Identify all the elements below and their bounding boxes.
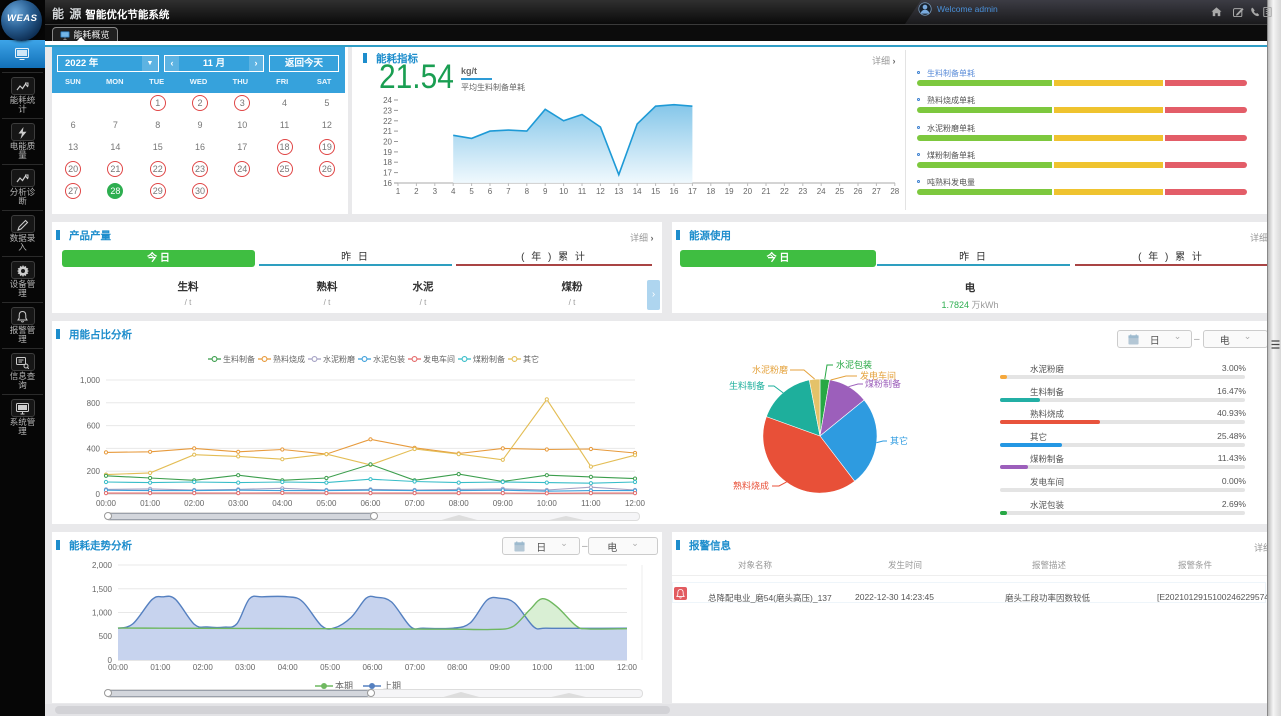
svg-text:14: 14 xyxy=(633,187,642,196)
svg-text:发电车间: 发电车间 xyxy=(860,370,896,381)
svg-text:18: 18 xyxy=(706,187,715,196)
svg-text:熟料烧成: 熟料烧成 xyxy=(733,480,769,491)
svg-text:03:00: 03:00 xyxy=(235,663,256,672)
svg-text:11:00: 11:00 xyxy=(575,663,595,672)
svg-text:03:00: 03:00 xyxy=(228,499,249,508)
svg-text:07:00: 07:00 xyxy=(405,663,426,672)
svg-text:11: 11 xyxy=(578,187,587,196)
svg-text:19: 19 xyxy=(383,148,392,157)
svg-text:10:00: 10:00 xyxy=(532,663,553,672)
svg-text:5: 5 xyxy=(469,187,474,196)
svg-text:13: 13 xyxy=(614,187,623,196)
svg-text:05:00: 05:00 xyxy=(316,499,337,508)
svg-text:400: 400 xyxy=(87,444,101,453)
svg-text:09:00: 09:00 xyxy=(490,663,511,672)
svg-text:其它: 其它 xyxy=(890,435,908,446)
svg-text:15: 15 xyxy=(651,187,660,196)
svg-text:12: 12 xyxy=(596,187,605,196)
svg-text:12:00: 12:00 xyxy=(625,499,646,508)
svg-text:1,000: 1,000 xyxy=(80,376,101,385)
svg-text:04:00: 04:00 xyxy=(272,499,293,508)
svg-text:10: 10 xyxy=(559,187,568,196)
svg-text:02:00: 02:00 xyxy=(184,499,205,508)
svg-text:09:00: 09:00 xyxy=(493,499,514,508)
svg-text:05:00: 05:00 xyxy=(320,663,341,672)
svg-text:17: 17 xyxy=(383,169,392,178)
svg-text:500: 500 xyxy=(99,632,113,641)
svg-text:800: 800 xyxy=(87,399,101,408)
svg-text:06:00: 06:00 xyxy=(360,499,381,508)
svg-text:22: 22 xyxy=(383,117,392,126)
svg-text:16: 16 xyxy=(383,179,392,188)
svg-text:11:00: 11:00 xyxy=(581,499,601,508)
svg-text:20: 20 xyxy=(743,187,752,196)
svg-text:24: 24 xyxy=(817,187,826,196)
svg-text:生料制备: 生料制备 xyxy=(729,380,765,391)
svg-text:0: 0 xyxy=(108,656,113,665)
svg-text:27: 27 xyxy=(872,187,881,196)
svg-text:24: 24 xyxy=(383,96,392,105)
svg-text:1: 1 xyxy=(396,187,401,196)
svg-text:06:00: 06:00 xyxy=(362,663,383,672)
svg-text:水泥粉磨: 水泥粉磨 xyxy=(752,364,788,375)
svg-text:17: 17 xyxy=(688,187,697,196)
svg-text:3: 3 xyxy=(433,187,438,196)
svg-text:23: 23 xyxy=(383,106,392,115)
svg-text:4: 4 xyxy=(451,187,456,196)
svg-text:00:00: 00:00 xyxy=(96,499,117,508)
svg-text:10:00: 10:00 xyxy=(537,499,558,508)
svg-text:23: 23 xyxy=(798,187,807,196)
svg-text:07:00: 07:00 xyxy=(405,499,426,508)
svg-text:18: 18 xyxy=(383,158,392,167)
svg-text:0: 0 xyxy=(96,490,101,499)
svg-text:25: 25 xyxy=(835,187,844,196)
svg-text:08:00: 08:00 xyxy=(447,663,468,672)
svg-text:8: 8 xyxy=(525,187,530,196)
svg-text:19: 19 xyxy=(725,187,734,196)
svg-text:26: 26 xyxy=(854,187,863,196)
svg-text:2,000: 2,000 xyxy=(92,561,113,570)
svg-text:01:00: 01:00 xyxy=(140,499,161,508)
svg-text:煤粉制备: 煤粉制备 xyxy=(865,378,901,389)
svg-text:600: 600 xyxy=(87,422,101,431)
svg-text:1,000: 1,000 xyxy=(92,609,113,618)
svg-text:200: 200 xyxy=(87,467,101,476)
svg-text:21: 21 xyxy=(383,127,392,136)
svg-text:08:00: 08:00 xyxy=(449,499,470,508)
svg-text:01:00: 01:00 xyxy=(150,663,171,672)
svg-text:00:00: 00:00 xyxy=(108,663,129,672)
svg-text:7: 7 xyxy=(506,187,511,196)
svg-text:04:00: 04:00 xyxy=(278,663,299,672)
svg-text:2: 2 xyxy=(414,187,419,196)
svg-text:21: 21 xyxy=(762,187,771,196)
svg-text:28: 28 xyxy=(890,187,899,196)
svg-text:6: 6 xyxy=(488,187,493,196)
svg-text:12:00: 12:00 xyxy=(617,663,638,672)
svg-text:16: 16 xyxy=(670,187,679,196)
svg-text:02:00: 02:00 xyxy=(193,663,214,672)
svg-text:20: 20 xyxy=(383,138,392,147)
svg-text:9: 9 xyxy=(543,187,548,196)
svg-text:1,500: 1,500 xyxy=(92,585,113,594)
svg-text:22: 22 xyxy=(780,187,789,196)
svg-text:水泥包装: 水泥包装 xyxy=(836,359,872,370)
